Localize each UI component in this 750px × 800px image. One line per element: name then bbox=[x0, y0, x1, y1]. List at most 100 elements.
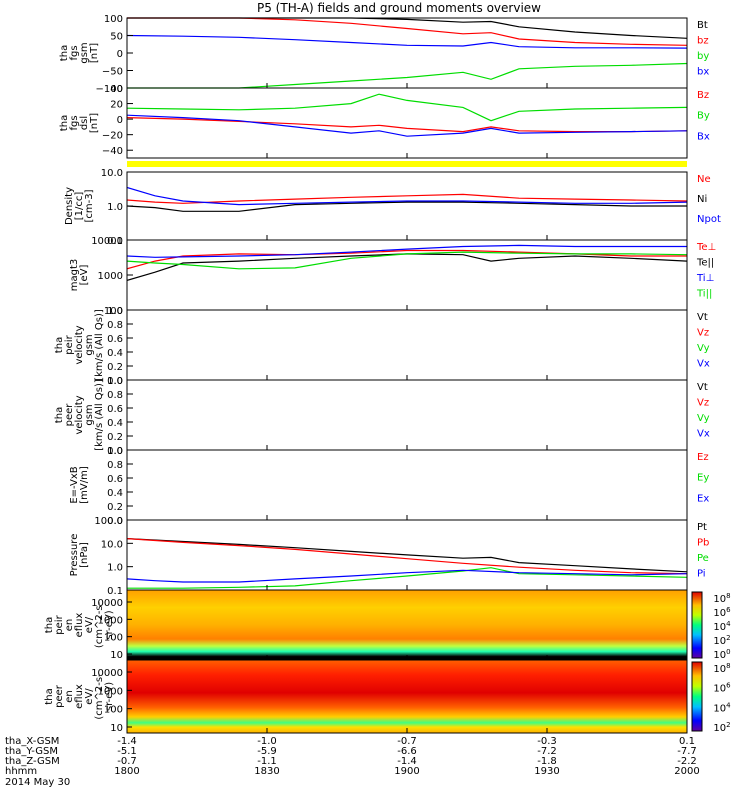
y-tick-label: 0.2 bbox=[107, 432, 123, 443]
legend-Vt: Vt bbox=[697, 312, 708, 323]
y-tick-label: 10000 bbox=[91, 598, 123, 609]
y-tick-label: 20 bbox=[110, 100, 123, 111]
quality-flag-bar bbox=[127, 161, 687, 167]
y-axis-label: [cm-3] bbox=[84, 189, 95, 222]
series-line-Ti|| bbox=[126, 251, 688, 270]
y-axis-label: en bbox=[64, 690, 75, 703]
colorbar-tick-label: 106 bbox=[713, 682, 731, 695]
y-tick-label: 10.0 bbox=[101, 168, 123, 179]
spectrogram-image bbox=[127, 660, 687, 733]
z-gsm-value: -0.7 bbox=[117, 756, 137, 767]
y-axis-label: Density bbox=[64, 187, 75, 225]
legend-Te⊥: Te⊥ bbox=[696, 242, 716, 253]
colorbar bbox=[691, 591, 703, 659]
y-tick-label: 0.1 bbox=[107, 586, 123, 597]
y-axis-label: tha bbox=[54, 407, 65, 423]
y-axis-label: peer bbox=[54, 684, 65, 708]
y-tick-label: 40 bbox=[110, 84, 123, 95]
legend-Npot: Npot bbox=[697, 214, 721, 225]
y-tick-label: 0.6 bbox=[107, 334, 123, 345]
hhmm-value: 1930 bbox=[534, 766, 559, 777]
colorbar-tick-label: 106 bbox=[713, 606, 731, 619]
colorbar-tick-label: 102 bbox=[713, 721, 730, 734]
y-tick-label: 10 bbox=[110, 650, 123, 661]
y-tick-label: 1000 bbox=[98, 271, 123, 282]
y-tick-label: −50 bbox=[102, 67, 123, 78]
y-tick-label: 0.0 bbox=[107, 516, 123, 527]
y-gsm-value: -6.6 bbox=[397, 746, 417, 757]
y-gsm-value: -7.2 bbox=[537, 746, 557, 757]
x-row-label: tha_X-GSM bbox=[5, 736, 59, 747]
y-tick-label: 0.0 bbox=[107, 446, 123, 457]
colorbar-tick-label: 100 bbox=[713, 648, 730, 661]
y-axis-label: fgs bbox=[69, 45, 80, 60]
y-tick-label: 0.6 bbox=[107, 404, 123, 415]
y-tick-label: 0.2 bbox=[107, 502, 123, 513]
legend-by: by bbox=[697, 51, 709, 62]
y-tick-label: 1000 bbox=[98, 686, 123, 697]
y-axis-label: E=-VxB bbox=[69, 466, 80, 503]
legend-Vz: Vz bbox=[697, 398, 709, 409]
legend-Vy: Vy bbox=[697, 413, 710, 424]
y-axis-label: dsl bbox=[79, 116, 90, 130]
series-line-Bz bbox=[126, 117, 688, 133]
y-tick-label: 100 bbox=[104, 705, 123, 716]
y-axis-label: tha bbox=[59, 45, 70, 61]
y-tick-label: 0.0 bbox=[107, 376, 123, 387]
y-axis-label: eflux bbox=[74, 613, 85, 638]
series-line-Ni bbox=[126, 201, 687, 212]
y-axis-label: tha bbox=[44, 688, 55, 704]
y-tick-label: −40 bbox=[102, 146, 123, 157]
y-axis-label: [km/s (All Qs)] bbox=[94, 379, 105, 451]
x-gsm-value: -1.0 bbox=[257, 736, 277, 747]
y-axis-label: eV/ bbox=[84, 688, 95, 705]
z-gsm-value: -1.8 bbox=[537, 756, 557, 767]
y-axis-label: peir bbox=[64, 334, 75, 354]
y-axis-label: eflux bbox=[74, 684, 85, 709]
series-line-By bbox=[126, 93, 688, 122]
legend-Pb: Pb bbox=[697, 538, 709, 549]
legend-Ex: Ex bbox=[697, 493, 709, 504]
colorbar-tick-label: 104 bbox=[713, 701, 731, 714]
legend-Bt: Bt bbox=[697, 20, 708, 31]
y-axis-label: en bbox=[64, 619, 75, 632]
series-line-Bx bbox=[126, 114, 688, 137]
y-axis-label: [eV] bbox=[79, 265, 90, 286]
colorbar-tick-label: 108 bbox=[713, 662, 730, 675]
series-line-Pe bbox=[127, 567, 688, 589]
x-gsm-value: -0.7 bbox=[397, 736, 417, 747]
y-tick-label: 1.0 bbox=[107, 446, 123, 457]
y-tick-label: 10.0 bbox=[101, 539, 123, 550]
y-tick-label: 1.0 bbox=[107, 376, 123, 387]
legend-Vy: Vy bbox=[697, 343, 710, 354]
z-gsm-value: -1.4 bbox=[397, 756, 417, 767]
series-line-Ne bbox=[126, 193, 688, 204]
panel-frame bbox=[126, 171, 688, 241]
y-axis-label: magt3 bbox=[69, 259, 80, 292]
y-tick-label: 0.8 bbox=[107, 460, 123, 471]
legend-Te||: Te|| bbox=[696, 258, 714, 269]
y-axis-label: (cm^2-s- bbox=[94, 601, 105, 648]
y-axis-label: [km/s (All Qs)] bbox=[94, 309, 105, 381]
y-axis-label: [nT] bbox=[89, 43, 100, 63]
x-row-label: tha_Z-GSM bbox=[5, 756, 60, 767]
spectrogram-image bbox=[127, 590, 687, 660]
legend-Pi: Pi bbox=[697, 569, 706, 580]
y-tick-label: 100 bbox=[104, 14, 123, 25]
y-tick-label: 10000 bbox=[91, 236, 123, 247]
y-tick-label: 1.0 bbox=[107, 202, 123, 213]
y-tick-label: 0.4 bbox=[107, 348, 123, 359]
y-axis-label: [1/cc] bbox=[74, 192, 85, 221]
z-gsm-value: -2.2 bbox=[677, 756, 697, 767]
series-line-Pb bbox=[126, 538, 688, 575]
y-tick-label: 0 bbox=[117, 115, 123, 126]
y-tick-label: 1.0 bbox=[107, 563, 123, 574]
y-axis-label: velocity bbox=[74, 325, 85, 364]
y-tick-label: 0.8 bbox=[107, 320, 123, 331]
legend-Vt: Vt bbox=[697, 382, 708, 393]
series-line-Ti⊥ bbox=[126, 244, 687, 258]
series-line-Npot bbox=[126, 186, 688, 206]
y-axis-label: Pressure bbox=[69, 534, 80, 577]
legend-Vx: Vx bbox=[697, 429, 710, 440]
hhmm-value: 2000 bbox=[674, 766, 699, 777]
